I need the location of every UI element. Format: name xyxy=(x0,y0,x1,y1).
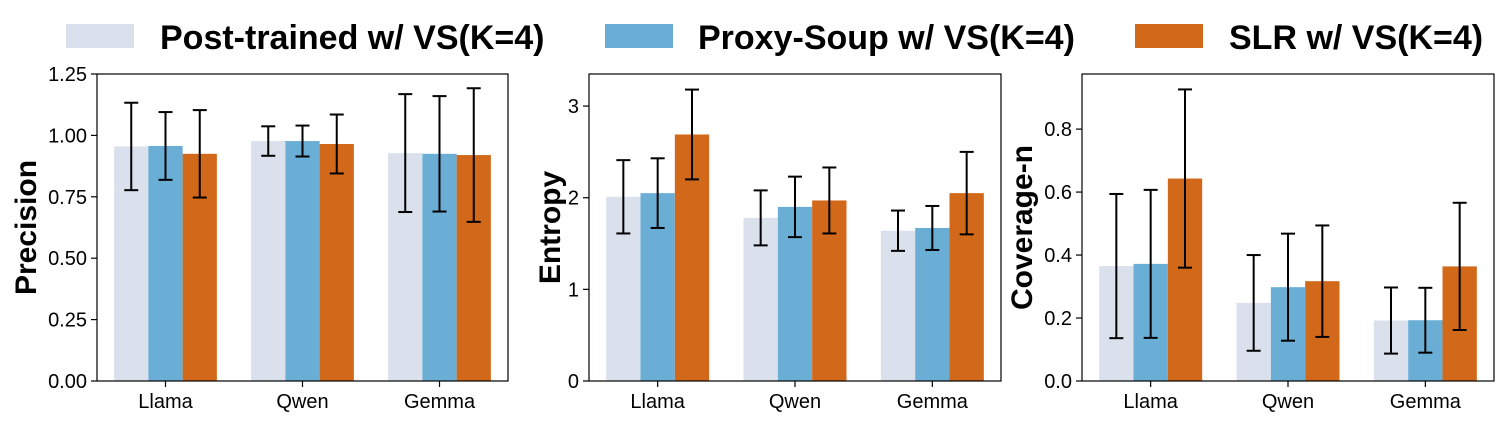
entropy-ytick-label: 0 xyxy=(568,371,579,393)
coverage-errorbar-post-trained-qwen xyxy=(1246,254,1261,352)
coverage-errorbar-slr-llama xyxy=(1178,88,1192,269)
precision-errorbar-slr-gemma xyxy=(466,87,481,223)
coverage-errorbar-proxy-soup-qwen xyxy=(1281,232,1295,342)
coverage-xtick-label-gemma: Gemma xyxy=(1390,391,1462,413)
precision-ytick-label: 0.25 xyxy=(48,310,87,332)
coverage-xtick-label-llama: Llama xyxy=(1123,391,1178,413)
coverage-errorbar-post-trained-llama xyxy=(1109,192,1124,340)
precision-xtick-label-gemma: Gemma xyxy=(404,391,476,413)
precision-bar-proxy-soup-qwen xyxy=(285,141,320,381)
precision-xtick-label-llama: Llama xyxy=(138,391,193,413)
coverage-panel: 0.0 0.2 0.4 0.6 0.8 Llama Qwen Gemma Coverage-n xyxy=(1006,73,1495,413)
entropy-ytick-label: 3 xyxy=(568,96,579,118)
legend-label-slr: SLR w/ VS(K=4) xyxy=(1229,19,1483,57)
precision-errorbar-slr-qwen xyxy=(329,113,344,175)
coverage-ytick-label: 0.4 xyxy=(1044,245,1072,267)
precision-ytick-label: 0.50 xyxy=(48,248,87,270)
precision-xtick-label-qwen: Qwen xyxy=(276,391,328,413)
precision-ylabel: Precision xyxy=(10,160,43,295)
precision-errorbar-proxy-soup-gemma xyxy=(432,95,447,213)
precision-bar-proxy-soup-llama xyxy=(148,145,183,381)
entropy-bar-post-trained-gemma xyxy=(880,230,916,381)
legend-label-post-trained: Post-trained w/ VS(K=4) xyxy=(160,19,544,57)
legend-swatch-slr xyxy=(1135,24,1203,48)
legend-label-proxy-soup: Proxy-Soup w/ VS(K=4) xyxy=(698,19,1075,57)
precision-errorbar-proxy-soup-llama xyxy=(158,111,173,181)
entropy-errorbar-proxy-soup-gemma xyxy=(925,204,940,251)
entropy-xtick-label-gemma: Gemma xyxy=(897,391,969,413)
coverage-errorbar-proxy-soup-llama xyxy=(1143,188,1158,339)
precision-errorbar-post-trained-llama xyxy=(124,101,139,192)
coverage-errorbar-proxy-soup-gemma xyxy=(1418,286,1433,354)
coverage-ytick-label: 0.8 xyxy=(1044,119,1072,141)
legend: Post-trained w/ VS(K=4) Proxy-Soup w/ VS… xyxy=(66,19,1483,57)
coverage-ytick-label: 0.2 xyxy=(1044,308,1072,330)
precision-ytick-label: 1.00 xyxy=(48,125,87,147)
entropy-errorbar-post-trained-llama xyxy=(616,159,631,235)
entropy-xtick-label-qwen: Qwen xyxy=(769,391,821,413)
precision-panel: 0.00 0.25 0.50 0.75 1.00 1.25 Llama Qwen Gemma Pr… xyxy=(10,64,509,413)
entropy-ytick-label: 1 xyxy=(568,279,579,301)
precision-errorbar-proxy-soup-qwen xyxy=(295,124,310,158)
entropy-errorbar-post-trained-qwen xyxy=(753,189,768,247)
precision-errorbar-post-trained-qwen xyxy=(261,125,276,157)
precision-errorbar-slr-llama xyxy=(192,109,207,199)
precision-ytick-label: 0.00 xyxy=(48,371,87,393)
coverage-ylabel: Coverage-n xyxy=(1006,145,1039,310)
coverage-ytick-label: 0.0 xyxy=(1044,371,1072,393)
coverage-ytick-label: 0.6 xyxy=(1044,182,1072,204)
entropy-errorbar-proxy-soup-qwen xyxy=(788,175,802,239)
entropy-ytick-label: 2 xyxy=(568,188,579,210)
legend-swatch-post-trained xyxy=(66,24,134,48)
entropy-errorbar-slr-gemma xyxy=(959,150,974,236)
coverage-errorbar-post-trained-gemma xyxy=(1384,286,1398,355)
coverage-errorbar-slr-gemma xyxy=(1452,201,1467,331)
entropy-bar-proxy-soup-gemma xyxy=(915,227,950,381)
entropy-errorbar-proxy-soup-llama xyxy=(650,157,665,229)
entropy-xtick-label-llama: Llama xyxy=(630,391,685,413)
legend-swatch-proxy-soup xyxy=(605,24,673,48)
coverage-errorbar-slr-qwen xyxy=(1315,224,1330,338)
precision-ytick-label: 0.75 xyxy=(48,187,87,209)
entropy-ylabel: Entropy xyxy=(534,171,567,285)
precision-bar-slr-qwen xyxy=(319,143,354,381)
coverage-xtick-label-qwen: Qwen xyxy=(1262,391,1314,413)
entropy-errorbar-post-trained-gemma xyxy=(891,209,905,252)
precision-errorbar-post-trained-gemma xyxy=(398,93,413,214)
entropy-errorbar-slr-qwen xyxy=(822,166,837,235)
precision-bar-post-trained-qwen xyxy=(251,141,286,381)
entropy-panel: 0 1 2 3 Llama Qwen Gemma Entropy xyxy=(534,73,1002,413)
precision-ytick-label: 1.25 xyxy=(48,64,87,86)
entropy-errorbar-slr-llama xyxy=(685,88,699,181)
